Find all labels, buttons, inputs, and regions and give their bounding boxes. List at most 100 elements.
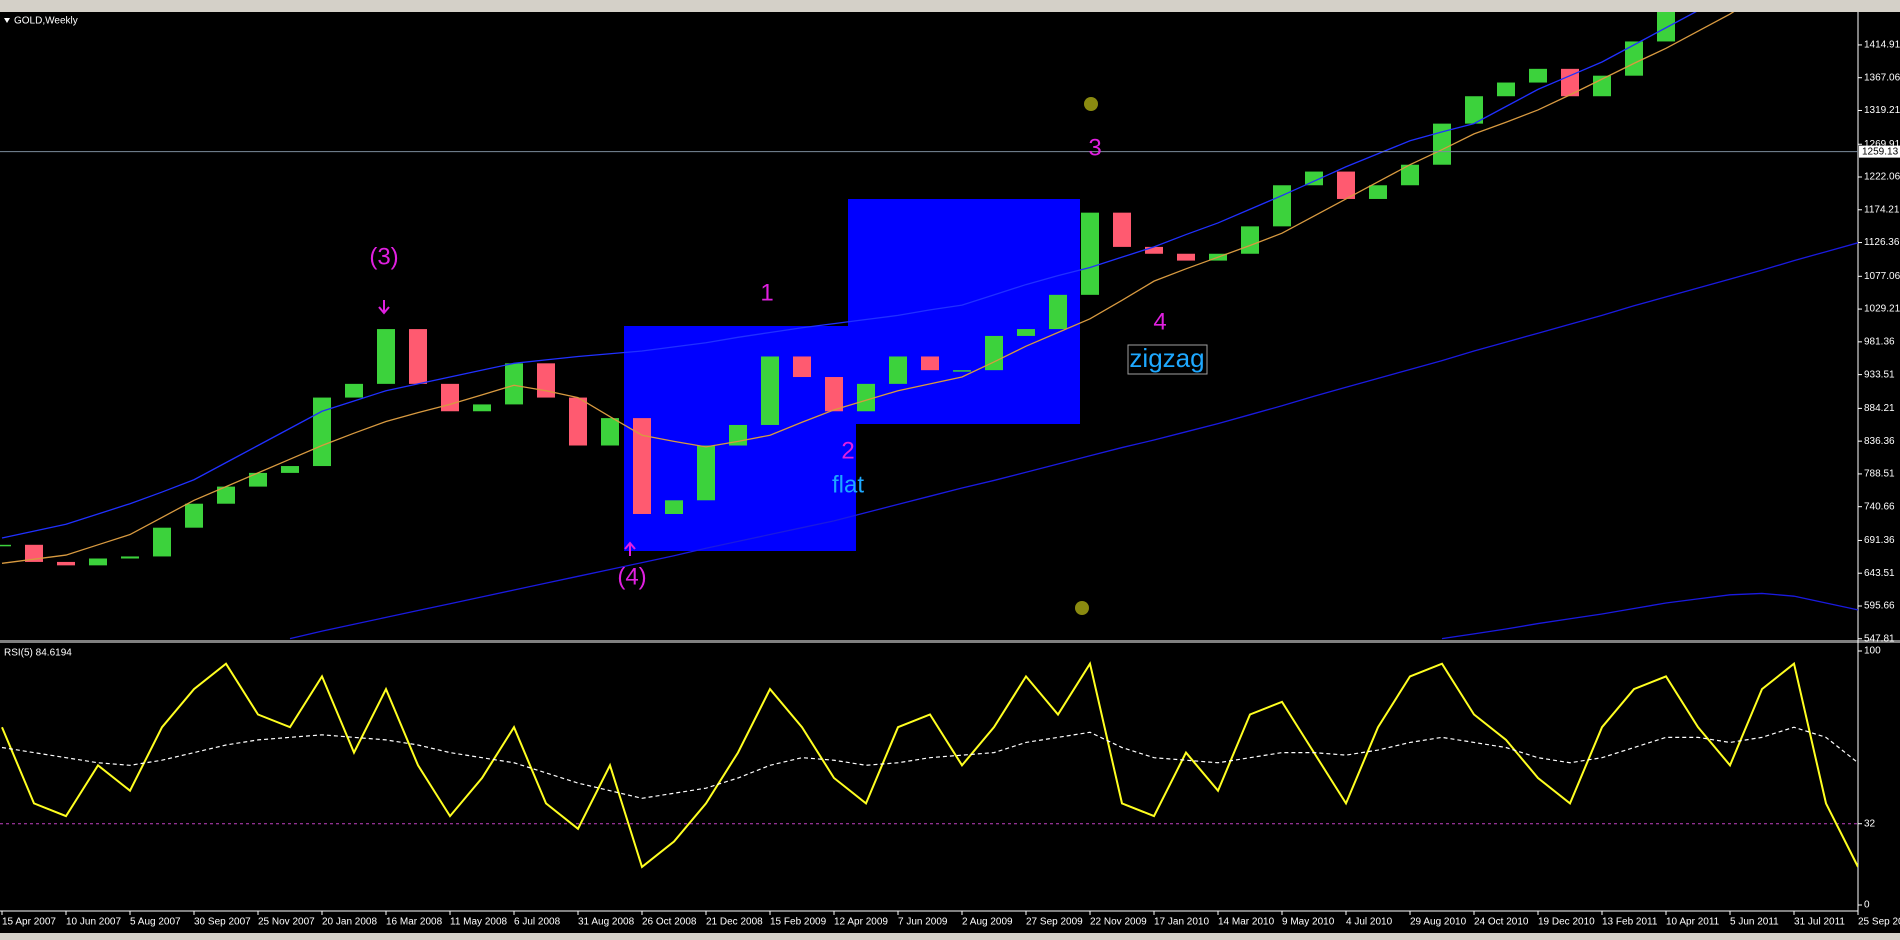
wave-label: 1	[760, 279, 773, 306]
candle	[1625, 41, 1643, 76]
time-tick-label: 29 Aug 2010	[1410, 917, 1467, 928]
time-tick-label: 11 May 2008	[450, 917, 508, 928]
wave-label: 2	[841, 437, 854, 464]
chart-title: GOLD,Weekly	[14, 16, 78, 27]
price-tick-label: 981.36	[1864, 336, 1895, 347]
rsi-panel	[0, 661, 1858, 869]
time-tick-label: 17 Jan 2010	[1154, 917, 1209, 928]
zigzag-box	[848, 199, 1080, 424]
candle	[825, 377, 843, 412]
candle	[1049, 294, 1067, 330]
candle	[1369, 185, 1387, 199]
time-tick-label: 16 Mar 2008	[386, 917, 443, 928]
time-tick-label: 4 Jul 2010	[1346, 917, 1393, 928]
wave-label: 4	[1153, 308, 1166, 335]
time-tick-label: 10 Apr 2011	[1666, 917, 1720, 928]
time-tick-label: 15 Feb 2009	[770, 917, 827, 928]
candle	[697, 445, 715, 501]
moving-average	[1441, 592, 1858, 640]
candle	[569, 397, 587, 446]
price-tick-label: 788.51	[1864, 469, 1895, 480]
wave-label: zigzag	[1129, 343, 1204, 373]
time-tick-label: 9 May 2010	[1282, 917, 1335, 928]
marker-dot	[1075, 601, 1089, 615]
rsi-tick-label: 0	[1864, 900, 1870, 911]
price-tick-label: 1367.06	[1864, 72, 1900, 83]
arrow-up	[624, 541, 636, 556]
chart-tabs[interactable]	[0, 933, 1900, 940]
time-tick-label: 15 Apr 2007	[2, 917, 56, 928]
price-tick-label: 1077.06	[1864, 271, 1900, 282]
time-tick-label: 2 Aug 2009	[962, 917, 1013, 928]
candle	[57, 561, 75, 566]
last-price-label: 1259.13	[1862, 146, 1899, 157]
time-tick-label: 13 Feb 2011	[1602, 917, 1658, 928]
zigzag-label-box	[1127, 344, 1208, 375]
time-tick-label: 14 Mar 2010	[1218, 917, 1275, 928]
wave-label: (3)	[369, 243, 398, 270]
price-tick-label: 643.51	[1864, 568, 1895, 579]
candle	[953, 370, 971, 372]
candle	[793, 356, 811, 378]
candle	[345, 383, 363, 398]
candle	[249, 472, 267, 487]
last-price-box	[1859, 145, 1900, 158]
moving-average	[289, 242, 1858, 640]
rsi-title: RSI(5) 84.6194	[4, 648, 72, 659]
time-tick-label: 20 Jan 2008	[322, 917, 377, 928]
candle	[1401, 164, 1419, 186]
marker-dot	[1084, 97, 1098, 111]
candle	[761, 356, 779, 425]
candle	[1561, 68, 1579, 97]
candle	[537, 363, 555, 398]
time-tick-label: 21 Dec 2008	[706, 917, 763, 928]
toolbar[interactable]	[0, 0, 1900, 12]
candle	[121, 556, 139, 559]
price-panel: (3) 1 (4) 2 flat 3 4 zigzag	[0, 12, 1858, 640]
candle	[409, 329, 427, 384]
title-arrow[interactable]	[4, 18, 10, 23]
time-tick-label: 12 Apr 2009	[834, 917, 888, 928]
candle	[505, 363, 523, 405]
time-tick-label: 24 Oct 2010	[1474, 917, 1529, 928]
candle	[633, 418, 651, 514]
time-tick-label: 26 Oct 2008	[642, 917, 697, 928]
rsi-tick-label: 100	[1864, 646, 1881, 657]
candle	[25, 544, 43, 562]
price-tick-label: 1029.21	[1864, 304, 1900, 315]
candle	[1113, 212, 1131, 247]
rsi-line	[1, 726, 1858, 799]
panel-separator	[0, 640, 1900, 643]
candle	[1433, 123, 1451, 165]
price-tick-label: 884.21	[1864, 403, 1895, 414]
price-tick-label: 1414.91	[1864, 40, 1900, 51]
candle	[281, 466, 299, 473]
candle	[1497, 82, 1515, 97]
time-tick-label: 25 Nov 2007	[258, 917, 315, 928]
time-tick-label: 6 Jul 2008	[514, 917, 561, 928]
candle	[1305, 171, 1323, 186]
price-tick-label: 1174.21	[1864, 204, 1900, 215]
candle	[1337, 171, 1355, 199]
candle	[1465, 96, 1483, 124]
candle	[1177, 253, 1195, 261]
candle	[1529, 68, 1547, 83]
moving-average	[1, 12, 1697, 539]
time-tick-label: 25 Sep 2011	[1858, 917, 1900, 928]
time-tick-label: 27 Sep 2009	[1026, 917, 1083, 928]
price-tick-label: 691.36	[1864, 535, 1895, 546]
candle	[857, 383, 875, 412]
price-tick-label: 1269.91	[1864, 139, 1900, 150]
candle	[1241, 226, 1259, 254]
candle	[1273, 185, 1291, 227]
candle	[0, 544, 11, 547]
arrow-down	[378, 300, 390, 315]
candle	[1081, 212, 1099, 295]
candle	[89, 558, 107, 566]
price-tick-label: 547.81	[1864, 633, 1895, 644]
time-tick-label: 5 Jun 2011	[1730, 917, 1779, 928]
candle	[665, 500, 683, 514]
rsi-line	[1, 661, 1858, 869]
